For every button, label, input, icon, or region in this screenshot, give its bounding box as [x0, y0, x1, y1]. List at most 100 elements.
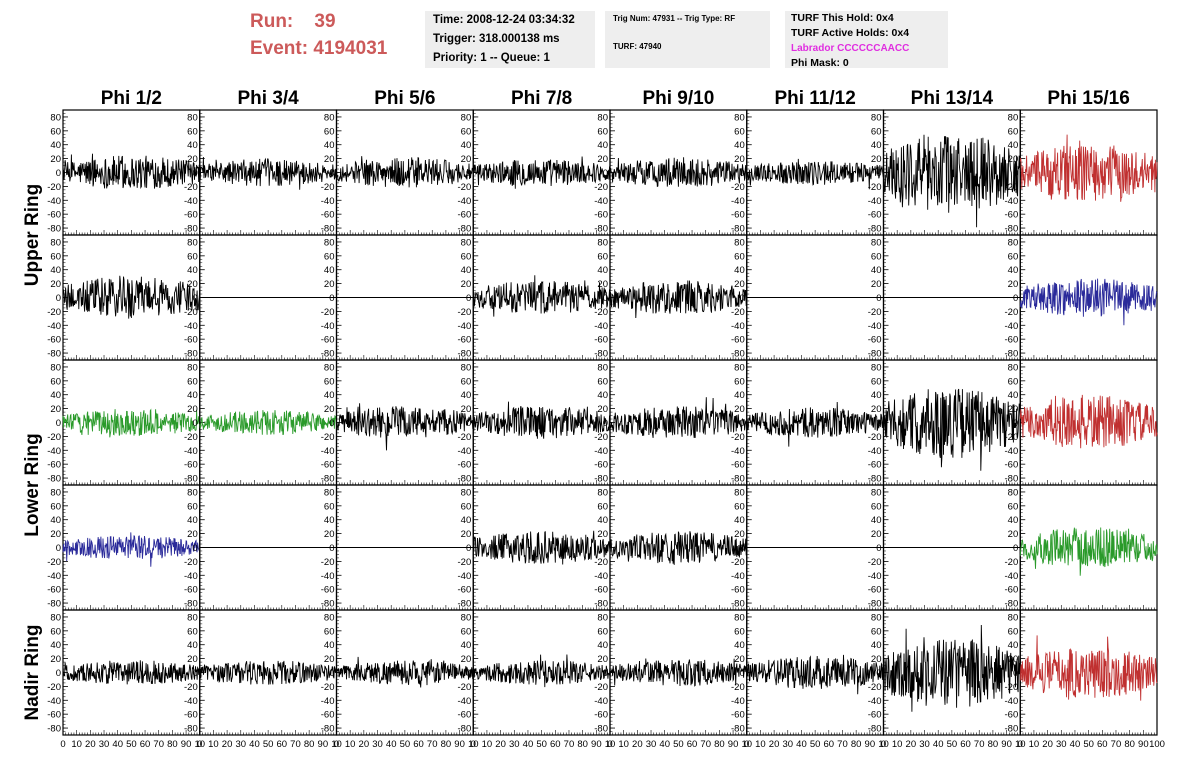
- y-tick-label: -60: [458, 710, 472, 721]
- y-tick-label: 40: [1008, 640, 1019, 651]
- y-tick-label: -20: [868, 182, 882, 193]
- y-tick-label: 40: [597, 140, 608, 151]
- column-label: Phi 5/6: [374, 88, 435, 109]
- y-tick-label: 40: [461, 390, 472, 401]
- y-tick-label: -60: [184, 710, 198, 721]
- y-tick-label: -80: [868, 599, 882, 610]
- y-tick-label: -20: [594, 432, 608, 443]
- y-tick-label: 40: [324, 265, 335, 276]
- y-tick-label: -80: [321, 474, 335, 485]
- y-tick-label: -40: [47, 696, 61, 707]
- y-tick-label: 80: [50, 612, 61, 623]
- y-tick-label: 80: [50, 362, 61, 373]
- y-tick-label: -80: [868, 349, 882, 360]
- y-tick-label: -20: [1005, 182, 1019, 193]
- x-tick-label: 60: [413, 739, 424, 750]
- y-tick-label: 0: [56, 543, 61, 554]
- y-tick-label: -60: [868, 460, 882, 471]
- y-tick-label: 20: [187, 279, 198, 290]
- waveform-trace: [472, 156, 611, 189]
- x-tick-label: 10: [755, 739, 766, 750]
- event-value: 4194031: [313, 38, 388, 59]
- y-tick-label: 80: [187, 237, 198, 248]
- y-tick-label: 60: [187, 126, 198, 137]
- x-tick-label: 80: [577, 739, 588, 750]
- y-tick-label: -60: [594, 210, 608, 221]
- y-tick-label: -40: [184, 446, 198, 457]
- y-tick-label: 80: [324, 362, 335, 373]
- x-tick-label: 0: [334, 739, 339, 750]
- y-tick-label: -20: [731, 557, 745, 568]
- column-label: Phi 7/8: [511, 88, 572, 109]
- x-tick-label: 30: [646, 739, 657, 750]
- y-tick-label: 0: [603, 293, 608, 304]
- y-tick-label: -20: [321, 432, 335, 443]
- ring-label: Upper Ring: [22, 184, 43, 286]
- y-tick-label: 60: [734, 126, 745, 137]
- y-tick-label: 0: [466, 293, 471, 304]
- ring-label: Lower Ring: [22, 433, 43, 536]
- y-tick-label: -80: [184, 224, 198, 235]
- y-tick-label: 0: [603, 543, 608, 554]
- y-tick-label: 0: [1013, 168, 1018, 179]
- y-tick-label: 0: [739, 168, 744, 179]
- y-tick-label: 60: [597, 501, 608, 512]
- x-tick-label: 0: [607, 739, 612, 750]
- y-tick-label: 40: [324, 140, 335, 151]
- y-tick-label: 40: [871, 515, 882, 526]
- y-tick-label: 80: [187, 112, 198, 123]
- waveform-trace: [746, 654, 884, 695]
- y-tick-label: 80: [187, 362, 198, 373]
- y-tick-label: 80: [461, 362, 472, 373]
- y-tick-label: -60: [1005, 210, 1019, 221]
- column-label: Phi 3/4: [238, 88, 300, 109]
- y-tick-label: 40: [871, 640, 882, 651]
- y-tick-label: 60: [871, 251, 882, 262]
- y-tick-label: -20: [731, 307, 745, 318]
- y-tick-label: 60: [324, 126, 335, 137]
- x-tick-label: 40: [796, 739, 807, 750]
- y-tick-label: 40: [461, 265, 472, 276]
- column-label: Phi 13/14: [911, 88, 994, 109]
- y-tick-label: 20: [461, 279, 472, 290]
- y-tick-label: 60: [597, 126, 608, 137]
- y-tick-label: -80: [594, 349, 608, 360]
- y-tick-label: 20: [461, 654, 472, 665]
- y-tick-label: -60: [868, 335, 882, 346]
- y-tick-label: -20: [731, 682, 745, 693]
- turf-active-holds-text: TURF Active Holds: 0x4: [791, 27, 910, 39]
- waveform-trace: [1019, 134, 1158, 202]
- y-tick-label: -60: [184, 460, 198, 471]
- y-tick-label: 0: [56, 293, 61, 304]
- y-tick-label: -80: [47, 599, 61, 610]
- waveform-trace: [62, 532, 201, 567]
- y-tick-label: -60: [594, 335, 608, 346]
- x-tick-label: 10: [741, 739, 752, 750]
- y-tick-label: -60: [47, 460, 61, 471]
- y-tick-label: 20: [597, 154, 608, 165]
- waveform-trace: [883, 134, 1021, 228]
- y-tick-label: -80: [458, 224, 472, 235]
- y-tick-label: 80: [187, 612, 198, 623]
- y-tick-label: -40: [868, 196, 882, 207]
- x-tick-label: 80: [167, 739, 178, 750]
- y-tick-label: -20: [868, 432, 882, 443]
- y-tick-label: 80: [1008, 112, 1019, 123]
- x-tick-label: 10: [878, 739, 889, 750]
- y-tick-label: 80: [187, 487, 198, 498]
- x-tick-label: 0: [1018, 739, 1023, 750]
- y-tick-label: 60: [1008, 501, 1019, 512]
- y-tick-label: 60: [461, 126, 472, 137]
- y-tick-label: -20: [458, 182, 472, 193]
- y-tick-label: 60: [187, 501, 198, 512]
- y-tick-label: -80: [731, 599, 745, 610]
- x-tick-label: 50: [263, 739, 274, 750]
- waveform-trace: [609, 157, 748, 188]
- waveform-trace: [609, 658, 748, 687]
- run-value: 39: [314, 11, 336, 32]
- y-tick-label: -40: [458, 446, 472, 457]
- trigger-text: Trigger: 318.000138 ms: [433, 33, 560, 45]
- y-tick-label: -20: [184, 557, 198, 568]
- y-tick-label: -20: [868, 307, 882, 318]
- y-tick-label: 80: [1008, 487, 1019, 498]
